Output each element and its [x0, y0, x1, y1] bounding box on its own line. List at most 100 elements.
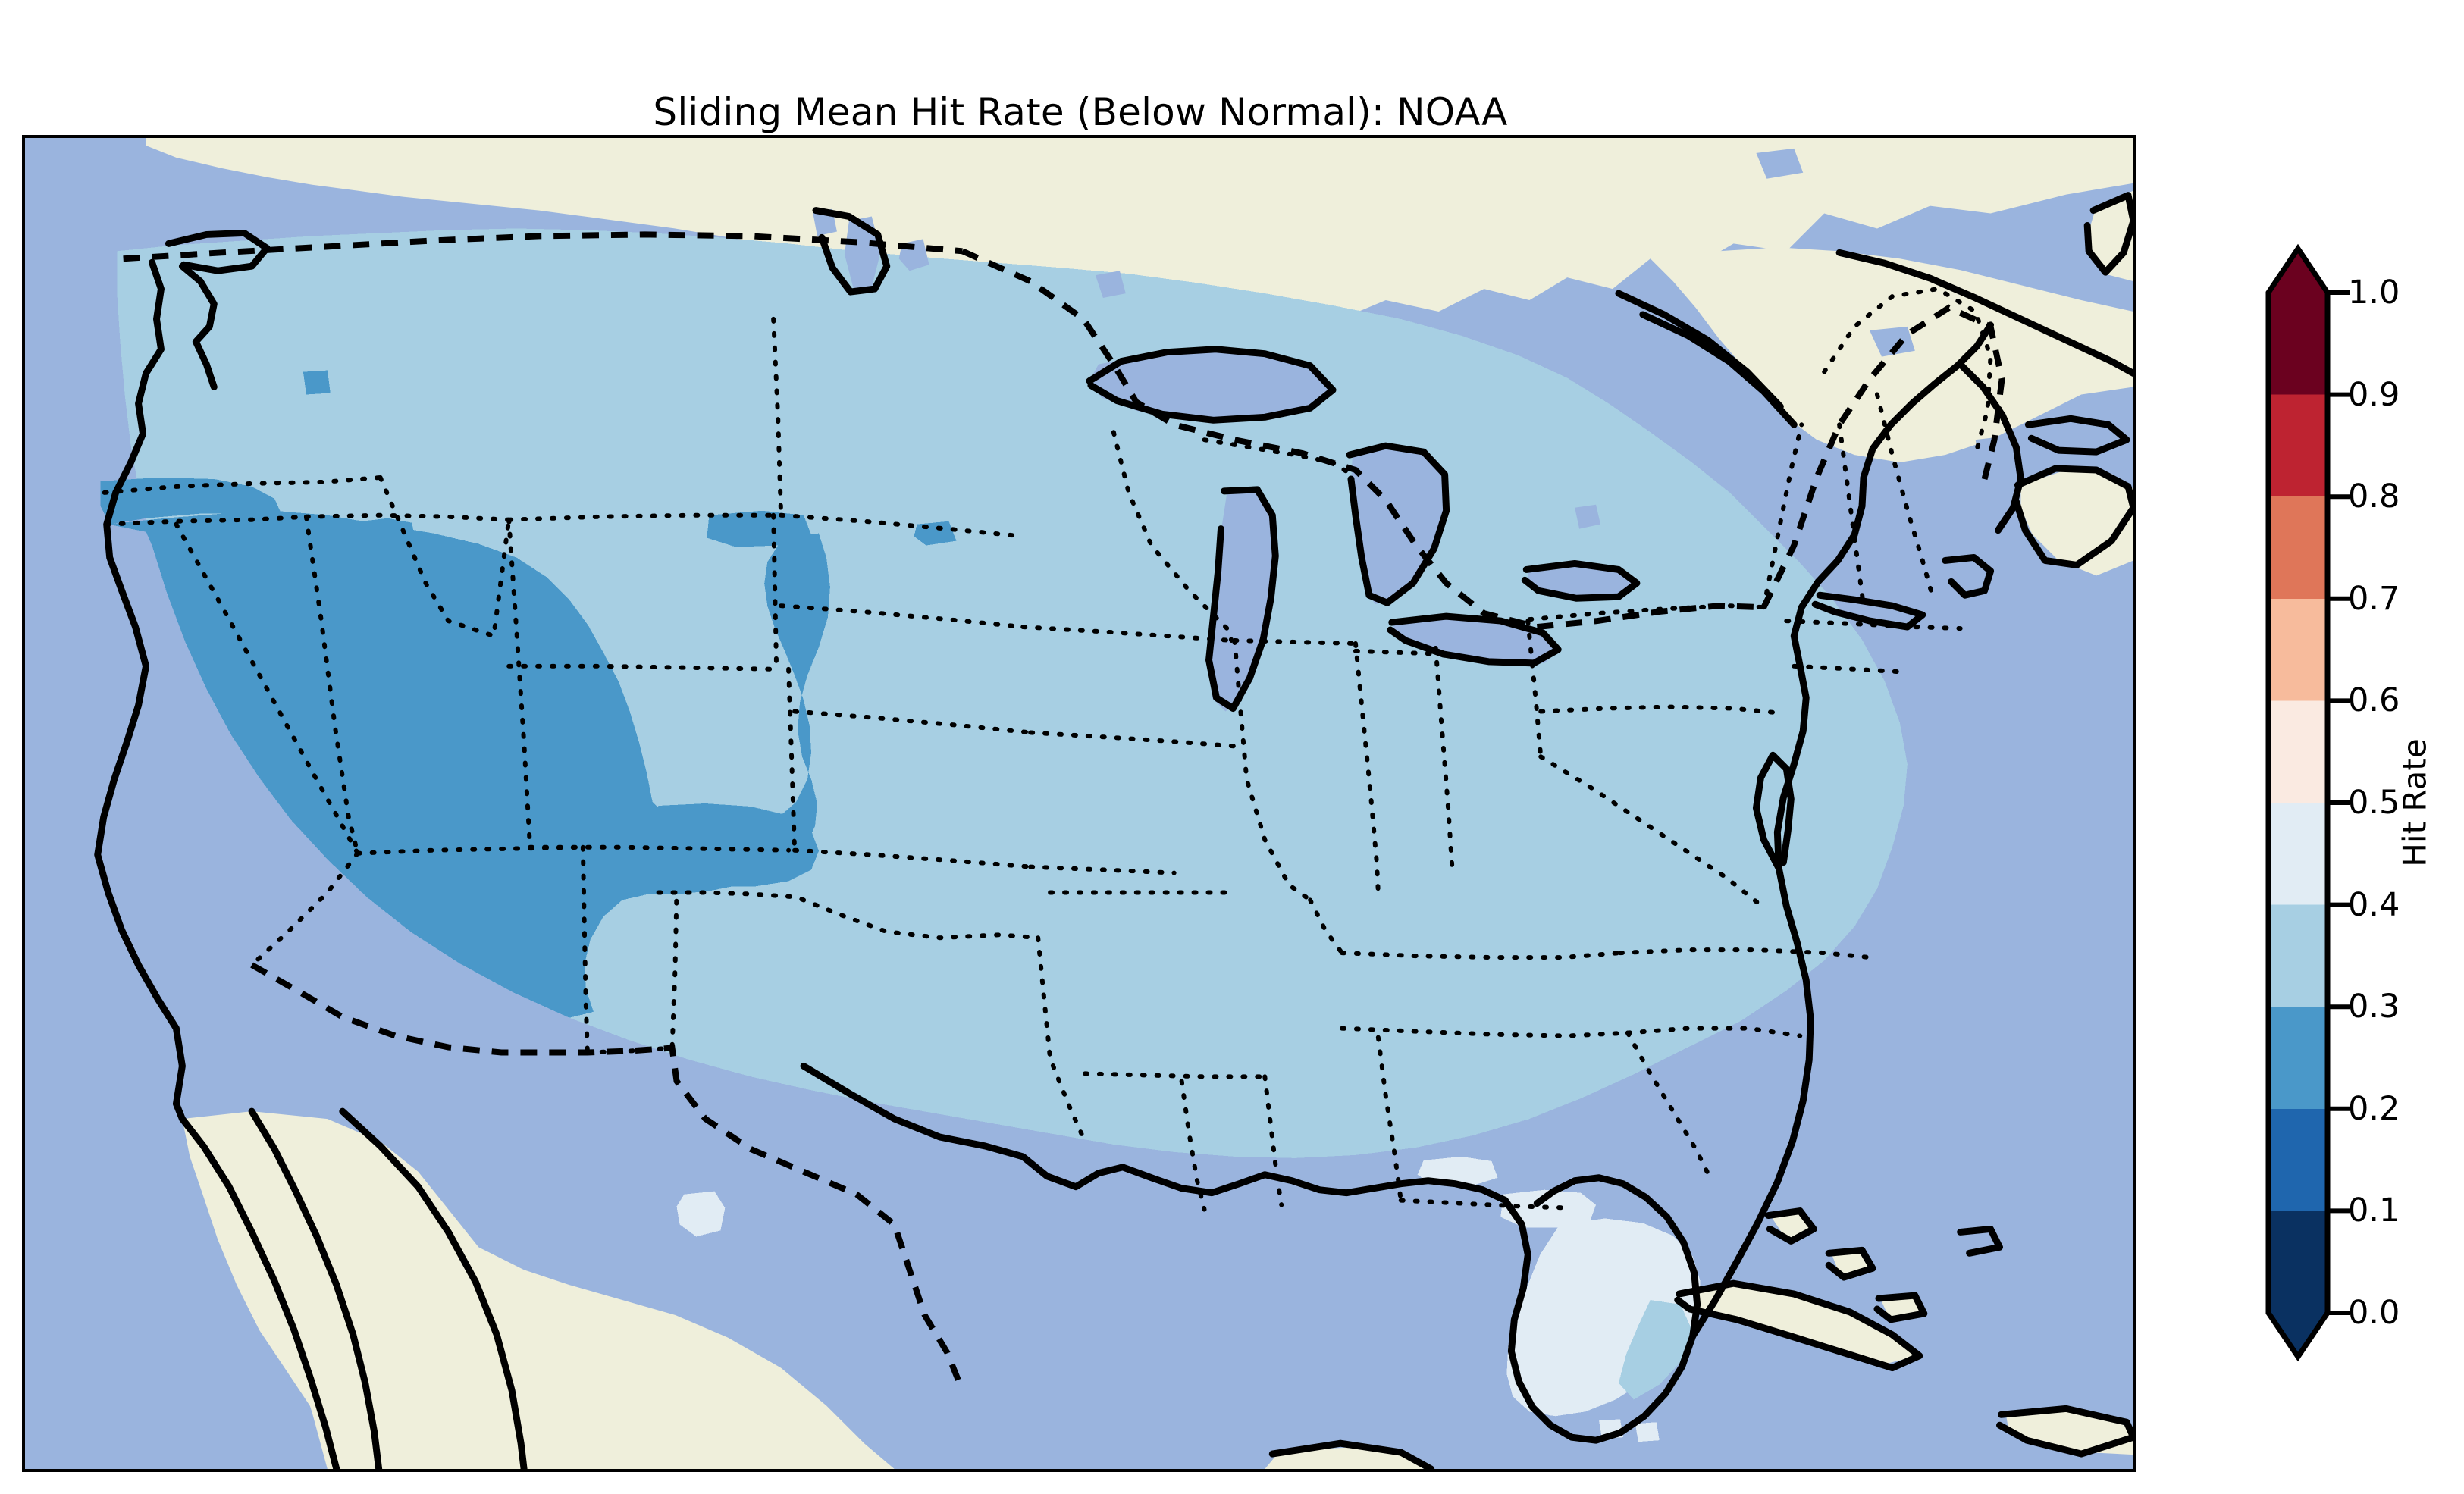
coast-nova-scotia — [2012, 465, 2133, 568]
border-mt-nd-sd — [771, 316, 784, 518]
cbar-label-1.0: 1.0 — [2348, 274, 2400, 312]
border-nv-id-ut — [303, 512, 512, 522]
border-usa-mexico — [250, 962, 966, 1392]
coast-baja-west — [178, 1115, 340, 1469]
land-bahamas-3 — [1880, 1298, 1921, 1317]
coast-cape-cod — [1942, 553, 1995, 599]
border-wa-or — [102, 475, 383, 495]
coast-yucatan — [1268, 1439, 1435, 1469]
colorbar-band-0.7-0.8 — [2268, 496, 2328, 599]
border-ar-la — [1082, 1071, 1268, 1079]
colorbar-ticks — [2328, 290, 2350, 1315]
border-nd-sd — [779, 512, 1026, 539]
coast-cuba — [1674, 1279, 1923, 1372]
border-sc-nc — [1625, 1026, 1803, 1038]
data-band-0.2-0.3-patch-wa — [303, 370, 331, 395]
coast-chesapeake — [1752, 751, 1795, 872]
coast-bahamas-2 — [1825, 1246, 1876, 1281]
colorbar-tick-labels: 1.0 0.9 0.8 0.7 0.6 0.5 0.4 0.3 0.2 0.1 … — [2348, 274, 2454, 1332]
border-oh-pa-wv — [1525, 619, 1544, 760]
colorbar-axis-label: Hit Rate — [2396, 738, 2434, 867]
border-ga-fl — [1398, 1198, 1572, 1211]
border-mt-wy — [506, 512, 776, 522]
border-ne-ks — [792, 709, 1033, 735]
border-al-ga — [1375, 1035, 1403, 1203]
coast-bahamas-3 — [1873, 1292, 1928, 1323]
coast-puget — [178, 262, 218, 390]
border-wi-il — [1232, 637, 1358, 646]
data-band-0.2-0.3-west — [108, 510, 830, 1018]
border-in-oh — [1433, 645, 1455, 872]
coast-hispaniola — [1996, 1405, 2133, 1458]
coast-gulf — [800, 1062, 1509, 1204]
border-ut-co — [506, 517, 533, 850]
colorbar-band-0.3-0.4 — [2268, 904, 2328, 1007]
coast-hudson — [812, 207, 891, 296]
colorbar — [2265, 243, 2350, 1362]
colorbar-band-0.5-0.6 — [2268, 700, 2328, 803]
border-ga-sc — [1625, 1030, 1713, 1182]
cbar-label-0.5: 0.5 — [2348, 784, 2400, 822]
coast-st-lawrence-2 — [1615, 290, 1784, 410]
data-field — [100, 228, 1908, 1442]
border-pa-ny — [1527, 603, 1766, 622]
border-pa-md — [1538, 704, 1782, 716]
border-va-wv-md — [1538, 754, 1766, 910]
cbar-label-0.2: 0.2 — [2348, 1089, 2400, 1128]
coast-atlantic — [1689, 321, 1995, 1340]
coast-lake-erie — [1387, 612, 1562, 667]
colorbar-swatches — [2265, 243, 2350, 1362]
border-wy-sd-ne — [771, 512, 779, 672]
coast-bahamas-1 — [1764, 1207, 1817, 1245]
lake-canada-6 — [1930, 618, 1956, 642]
border-usa-canada-lakes — [961, 248, 1764, 631]
border-wy-co — [506, 663, 776, 672]
colorbar-band-0.1-0.2 — [2268, 1108, 2328, 1211]
state-borders — [102, 286, 1993, 1212]
border-tn-ms-al-ga — [1340, 1026, 1630, 1038]
coast-long-island — [1811, 591, 1926, 631]
coast-vancouver — [165, 229, 271, 274]
border-nc-va — [1617, 947, 1872, 960]
border-vt-nh — [1837, 422, 1867, 609]
coast-bahamas-4 — [1957, 1225, 2003, 1257]
colorbar-extend-under — [2268, 1313, 2328, 1357]
cbar-label-0.8: 0.8 — [2348, 478, 2400, 516]
map-plot — [25, 138, 2133, 1469]
land-bahamas-2 — [1832, 1253, 1870, 1274]
border-il-in — [1353, 641, 1381, 895]
border-sd-ne — [779, 603, 1026, 630]
coast-newfoundland — [2083, 192, 2133, 276]
border-ok-tx — [656, 890, 1041, 941]
data-band-0.2-0.3-patch-or — [223, 553, 303, 581]
lake-canada-1 — [1870, 326, 1915, 357]
lake-canada-2 — [1975, 437, 2006, 466]
data-band-0.4-0.5-stx — [676, 1191, 726, 1237]
colorbar-band-0.4-0.5 — [2268, 803, 2328, 905]
data-band-0.2-0.3-patch-wy — [707, 510, 812, 547]
border-mi-wi-upper — [1202, 437, 1358, 480]
coast-lake-michigan — [1205, 486, 1279, 713]
border-ca-az — [249, 850, 360, 968]
border-me-canada — [1822, 286, 1993, 458]
border-ks-ok — [792, 847, 1033, 869]
coast-gulf-california — [248, 1107, 383, 1469]
border-ia-mn — [1020, 625, 1234, 643]
title-line-1: Sliding Mean Hit Rate (Below Normal): NO… — [653, 90, 1508, 134]
coast-canada-atlantic — [1835, 249, 2133, 377]
colorbar-band-0.0-0.1 — [2268, 1211, 2328, 1313]
map-axes — [22, 135, 2136, 1472]
coast-pei — [2024, 415, 2130, 456]
coast-lake-superior — [1086, 346, 1337, 424]
coast-pacific — [94, 258, 186, 1123]
lake-small-3 — [1095, 271, 1126, 299]
lake-superior — [1089, 350, 1334, 421]
coast-lake-huron — [1346, 442, 1450, 606]
lake-canada-5 — [1575, 504, 1601, 529]
coastlines — [94, 192, 2133, 1469]
data-band-0.3-0.4-fl-east — [1618, 1300, 1692, 1400]
border-co-ks — [786, 666, 798, 853]
border-ct-ny — [1792, 663, 1910, 675]
lake-stlawrence — [1576, 289, 1711, 359]
coast-florida — [1501, 1174, 1701, 1444]
